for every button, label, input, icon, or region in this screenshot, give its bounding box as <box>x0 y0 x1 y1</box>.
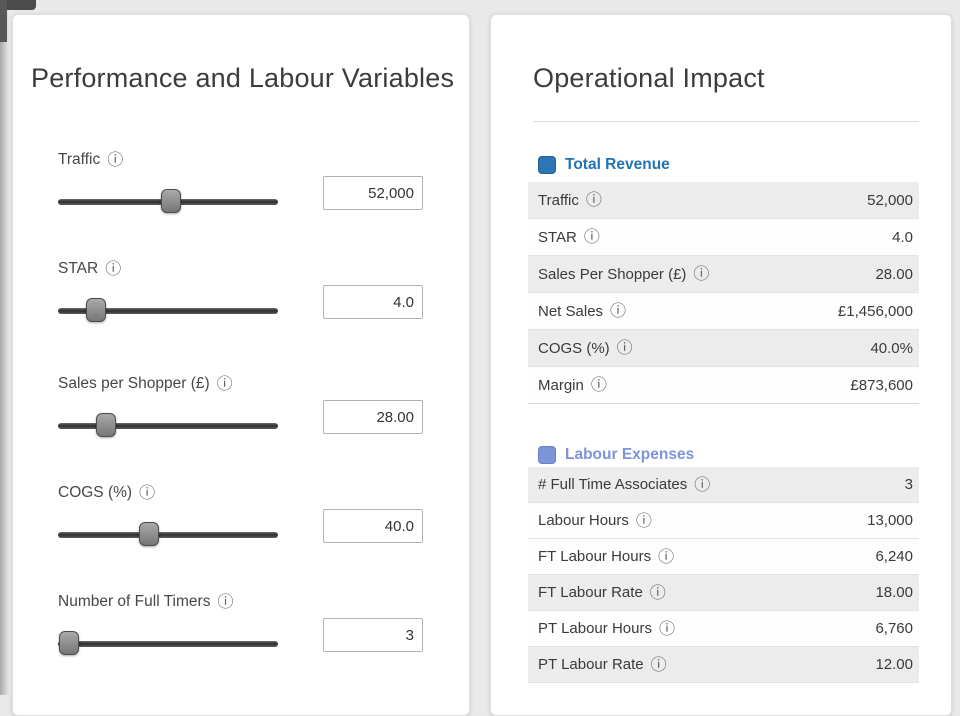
star-value-input[interactable] <box>323 285 423 319</box>
traffic-slider-track[interactable] <box>58 189 278 213</box>
row-label: Net Sales <box>538 302 604 320</box>
row-label: STAR <box>538 228 577 246</box>
row-value: 13,000 <box>867 512 913 529</box>
info-icon[interactable]: ⓘ <box>107 150 124 169</box>
info-icon[interactable]: ⓘ <box>139 483 156 502</box>
row-value: 52,000 <box>867 191 913 209</box>
row-label: Traffic <box>538 191 579 209</box>
sales-per-shopper-slider-track[interactable] <box>58 413 278 437</box>
info-icon[interactable]: ⓘ <box>694 474 711 494</box>
row-value: £1,456,000 <box>837 302 913 320</box>
row-value: 6,240 <box>875 548 913 565</box>
row-label: FT Labour Rate <box>538 584 643 601</box>
row-label: COGS (%) <box>538 339 610 357</box>
section-header-labour-expenses: Labour Expenses <box>538 446 694 464</box>
title-divider <box>533 121 919 122</box>
window-corner-artifact <box>0 0 36 10</box>
star-label-text: STAR <box>58 260 99 277</box>
table-row: PT Labour Rate ⓘ 12.00 <box>528 647 919 683</box>
row-label: PT Labour Hours <box>538 620 652 637</box>
full-timers-label-text: Number of Full Timers <box>58 593 211 610</box>
row-label: FT Labour Hours <box>538 548 652 565</box>
variables-panel: Performance and Labour Variables Traffic… <box>12 14 470 716</box>
info-icon[interactable]: ⓘ <box>649 582 666 602</box>
slider-group-traffic: Traffic ⓘ <box>13 151 469 261</box>
info-icon[interactable]: ⓘ <box>583 227 600 246</box>
info-icon[interactable]: ⓘ <box>105 259 122 278</box>
full-timers-slider-handle[interactable] <box>59 631 79 655</box>
slider-group-sales-per-shopper: Sales per Shopper (£) ⓘ <box>13 375 469 485</box>
info-icon[interactable]: ⓘ <box>216 374 233 393</box>
full-timers-label: Number of Full Timers ⓘ <box>58 593 233 611</box>
section-title-text: Total Revenue <box>565 156 670 173</box>
cogs-value-input[interactable] <box>323 509 423 543</box>
info-icon[interactable]: ⓘ <box>693 264 710 283</box>
star-slider-track[interactable] <box>58 298 278 322</box>
table-row: FT Labour Hours ⓘ 6,240 <box>528 539 919 575</box>
traffic-label: Traffic ⓘ <box>58 151 123 169</box>
table-row: COGS (%) ⓘ 40.0% <box>528 330 919 367</box>
row-label: # Full Time Associates <box>538 476 688 493</box>
info-icon[interactable]: ⓘ <box>610 301 627 320</box>
row-label: Sales Per Shopper (£) <box>538 265 687 283</box>
table-row: Margin ⓘ £873,600 <box>528 367 919 404</box>
cogs-label-text: COGS (%) <box>58 484 133 501</box>
traffic-slider-handle[interactable] <box>161 189 181 213</box>
full-timers-value-input[interactable] <box>323 618 423 652</box>
info-icon[interactable]: ⓘ <box>585 190 602 209</box>
row-value: 3 <box>904 476 913 493</box>
row-value: 18.00 <box>875 584 913 601</box>
sales-per-shopper-label: Sales per Shopper (£) ⓘ <box>58 375 233 393</box>
sales-per-shopper-slider-handle[interactable] <box>96 413 116 437</box>
cogs-slider-handle[interactable] <box>139 522 159 546</box>
traffic-label-text: Traffic <box>58 151 101 168</box>
table-row: STAR ⓘ 4.0 <box>528 219 919 256</box>
row-value: £873,600 <box>850 376 913 394</box>
row-label: Margin <box>538 376 584 394</box>
variables-panel-title: Performance and Labour Variables <box>31 63 455 93</box>
row-value: 12.00 <box>875 656 913 673</box>
operational-impact-title: Operational Impact <box>533 63 765 93</box>
info-icon[interactable]: ⓘ <box>658 546 675 566</box>
table-row: PT Labour Hours ⓘ 6,760 <box>528 611 919 647</box>
operational-impact-panel: Operational Impact Total Revenue Traffic… <box>490 14 952 716</box>
traffic-value-input[interactable] <box>323 176 423 210</box>
window-corner-artifact-side <box>0 0 7 42</box>
table-row: Labour Hours ⓘ 13,000 <box>528 503 919 539</box>
row-label: PT Labour Rate <box>538 656 644 673</box>
legend-square-icon <box>538 156 556 174</box>
info-icon[interactable]: ⓘ <box>616 338 633 357</box>
table-row: Sales Per Shopper (£) ⓘ 28.00 <box>528 256 919 293</box>
slider-group-star: STAR ⓘ <box>13 260 469 370</box>
slider-group-full-timers: Number of Full Timers ⓘ <box>13 593 469 703</box>
screen-edge-shadow <box>0 0 9 695</box>
table-row: Net Sales ⓘ £1,456,000 <box>528 293 919 330</box>
legend-square-icon <box>538 446 556 464</box>
star-slider-handle[interactable] <box>86 298 106 322</box>
info-icon[interactable]: ⓘ <box>590 375 607 394</box>
star-label: STAR ⓘ <box>58 260 121 278</box>
info-icon[interactable]: ⓘ <box>650 654 667 674</box>
info-icon[interactable]: ⓘ <box>217 592 234 611</box>
row-value: 4.0 <box>892 228 913 246</box>
sales-per-shopper-label-text: Sales per Shopper (£) <box>58 375 210 392</box>
table-row: FT Labour Rate ⓘ 18.00 <box>528 575 919 611</box>
row-value: 40.0% <box>870 339 913 357</box>
info-icon[interactable]: ⓘ <box>658 618 675 638</box>
section-header-total-revenue: Total Revenue <box>538 156 670 174</box>
sales-per-shopper-value-input[interactable] <box>323 400 423 434</box>
row-value: 28.00 <box>875 265 913 283</box>
info-icon[interactable]: ⓘ <box>635 510 652 530</box>
row-value: 6,760 <box>875 620 913 637</box>
section-title-text: Labour Expenses <box>565 446 695 463</box>
table-row: # Full Time Associates ⓘ 3 <box>528 467 919 503</box>
cogs-label: COGS (%) ⓘ <box>58 484 155 502</box>
slider-group-cogs: COGS (%) ⓘ <box>13 484 469 594</box>
row-label: Labour Hours <box>538 512 629 529</box>
table-row: Traffic ⓘ 52,000 <box>528 182 919 219</box>
full-timers-slider-track[interactable] <box>58 631 278 655</box>
cogs-slider-track[interactable] <box>58 522 278 546</box>
